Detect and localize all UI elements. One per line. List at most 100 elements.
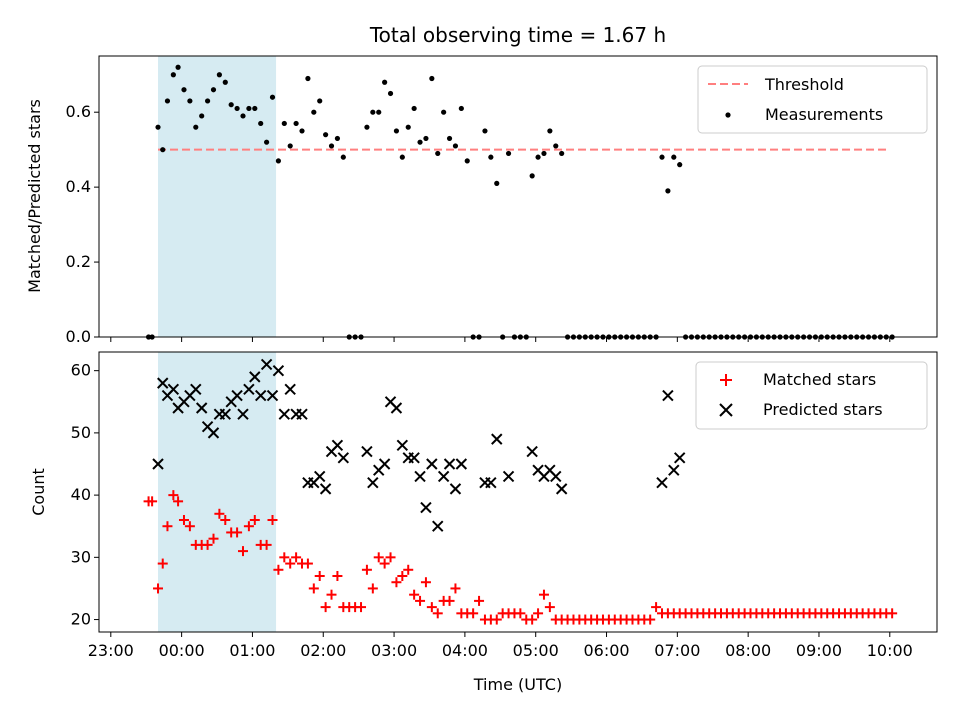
legend-threshold-label: Threshold <box>764 75 844 94</box>
x-tick-label: 05:00 <box>513 641 559 660</box>
top-y-tick-label: 0.4 <box>66 177 91 196</box>
predicted-star-point <box>485 476 497 489</box>
matched-star-point <box>474 595 485 606</box>
measurement-point <box>181 87 187 93</box>
predicted-star-point <box>426 458 438 470</box>
measurement-point <box>393 128 400 134</box>
chart-title: Total observing time = 1.67 h <box>369 23 666 47</box>
measurement-point <box>541 150 547 157</box>
measurement-point <box>364 124 370 130</box>
predicted-star-point <box>237 408 249 420</box>
matched-star-point <box>147 496 158 507</box>
legend-matched-label: Matched stars <box>763 370 876 389</box>
measurement-point <box>446 135 453 142</box>
matched-star-point <box>243 521 254 532</box>
legend-predicted-label: Predicted stars <box>763 400 883 419</box>
matched-star-point <box>356 602 367 613</box>
legend-matched-swatch <box>720 374 732 386</box>
predicted-star-point <box>378 458 391 470</box>
measurement-point <box>164 98 171 104</box>
measurement-point <box>559 150 565 157</box>
top-legend-box <box>697 65 928 134</box>
measurement-point <box>160 147 166 153</box>
matched-star-point <box>450 583 461 594</box>
measurement-point <box>275 158 282 164</box>
bottom-y-ticks: 20 30 40 50 60 <box>71 361 99 629</box>
predicted-star-point <box>190 383 202 396</box>
predicted-star-point <box>656 476 668 489</box>
x-axis-label: Time (UTC) <box>473 675 562 694</box>
bottom-y-tick-label: 50 <box>71 423 91 442</box>
measurement-point <box>175 64 181 70</box>
bottom-x-ticks: 23:00 00:00 01:00 02:00 03:00 04:00 05:00 06:00… <box>88 632 913 660</box>
measurement-point <box>399 154 405 160</box>
matched-star-point <box>237 546 248 557</box>
predicted-star-point <box>254 389 267 402</box>
measurement-point <box>334 135 341 142</box>
predicted-star-point <box>550 470 562 483</box>
measurement-point <box>258 120 264 127</box>
predicted-star-point <box>396 439 409 452</box>
legend-measurements-label: Measurements <box>765 105 883 124</box>
measurement-point <box>240 113 246 119</box>
measurement-point <box>417 139 423 145</box>
matched-star-point <box>314 571 325 581</box>
matched-star-point <box>332 571 343 581</box>
measurement-point <box>547 128 553 134</box>
top-axes-frame <box>98 55 938 338</box>
measurement-point <box>452 143 459 149</box>
matched-star-point <box>379 558 390 569</box>
bottom-y-tick-label: 40 <box>71 485 91 504</box>
matched-star-point <box>302 558 313 569</box>
predicted-star-point <box>157 377 169 389</box>
measurement-point <box>187 98 193 104</box>
matched-star-point <box>308 583 319 594</box>
x-tick-label: 06:00 <box>583 641 629 660</box>
top-legend: Threshold Measurements <box>697 65 928 134</box>
matched-star-point <box>279 552 290 563</box>
matched-star-point <box>208 533 219 544</box>
predicted-star-point <box>167 383 180 396</box>
measurement-point <box>305 75 311 82</box>
measurement-point <box>535 154 541 160</box>
predicted-star-point <box>337 452 350 464</box>
bottom-y-tick-label: 30 <box>71 547 91 566</box>
predicted-star-point <box>219 408 231 420</box>
measurement-point <box>246 105 252 112</box>
top-panel: 0.0 0.2 0.4 0.6 Matched/Predicted stars Thr… <box>25 55 938 346</box>
predicted-star-point <box>249 371 261 383</box>
predicted-star-point <box>432 520 444 532</box>
x-tick-label: 23:00 <box>88 641 134 660</box>
matched-star-point <box>162 521 173 532</box>
matched-star-point <box>544 602 555 613</box>
measurement-point <box>299 128 305 134</box>
bottom-y-axis-label: Count <box>29 468 48 516</box>
matched-star-point <box>645 614 656 625</box>
matched-star-point <box>415 595 426 606</box>
measurement-point <box>659 154 665 160</box>
predicted-star-point <box>243 383 255 396</box>
matched-star-point <box>444 595 455 606</box>
measurement-point <box>435 150 441 157</box>
predicted-star-point <box>526 445 538 458</box>
top-y-ticks: 0.0 0.2 0.4 0.6 <box>66 102 99 346</box>
predicted-star-point <box>266 389 279 402</box>
bottom-y-tick-label: 20 <box>71 610 91 629</box>
predicted-star-point <box>195 402 208 414</box>
measurement-point <box>155 124 161 130</box>
measurement-point <box>216 72 222 78</box>
matched-star-point <box>887 608 898 619</box>
predicted-star-point <box>272 364 285 377</box>
measurement-point <box>311 109 317 115</box>
x-tick-label: 09:00 <box>796 641 842 660</box>
predicted-star-point <box>449 483 462 495</box>
matched-star-point <box>403 564 414 575</box>
matched-star-point <box>361 564 372 575</box>
measurement-point <box>228 102 234 108</box>
predicted-star-point <box>231 389 243 402</box>
predicted-star-point <box>408 452 420 464</box>
x-tick-label: 03:00 <box>371 641 417 660</box>
matched-star-point <box>273 564 284 575</box>
matched-star-point <box>432 608 443 619</box>
